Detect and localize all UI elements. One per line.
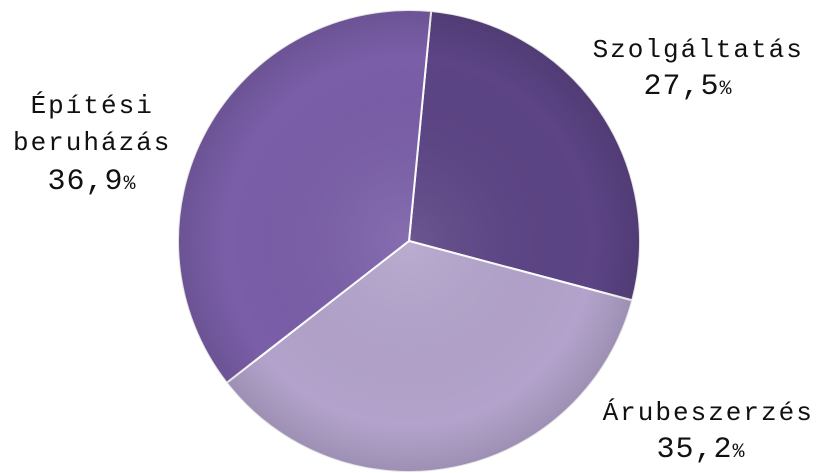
pie-slices	[177, 9, 641, 473]
label-arubeszerzes-name: Árubeszerzés	[603, 398, 814, 428]
label-szolgaltatas: Szolgáltatás 27,5%	[593, 35, 814, 104]
label-epitesi-beruhazas: Építési beruházás 36,9%	[13, 91, 181, 199]
label-epitesi-beruhazas-line1: Építési	[31, 91, 154, 121]
label-szolgaltatas-name: Szolgáltatás	[593, 35, 804, 65]
label-arubeszerzes-value: 35,2%	[656, 433, 745, 467]
label-szolgaltatas-value: 27,5%	[643, 70, 732, 104]
label-epitesi-beruhazas-line2: beruházás	[13, 128, 171, 158]
label-epitesi-beruhazas-value: 36,9%	[47, 165, 136, 199]
label-arubeszerzes: Árubeszerzés 35,2%	[603, 398, 823, 467]
